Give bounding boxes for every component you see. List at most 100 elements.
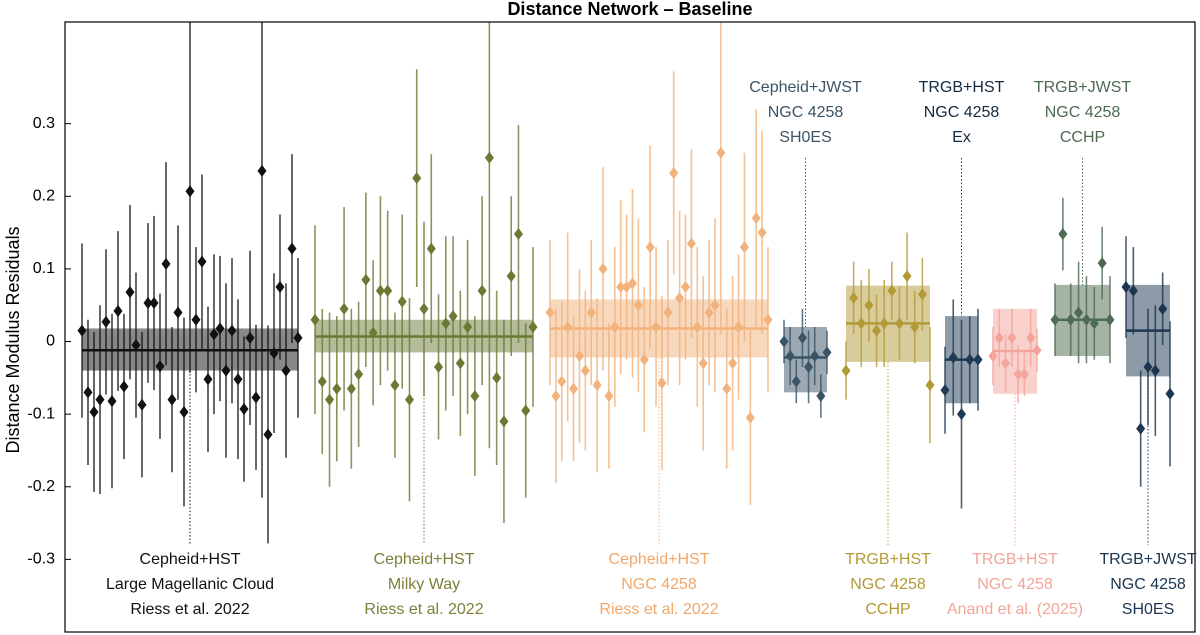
data-point <box>879 317 889 330</box>
group-label: NGC 4258 <box>1045 104 1121 121</box>
data-point <box>551 389 561 402</box>
data-point <box>698 357 708 370</box>
data-point <box>131 339 141 352</box>
group-label: TRGB+HST <box>972 551 1058 568</box>
data-point <box>434 360 444 373</box>
group-label: Anand et al. (2025) <box>947 601 1083 618</box>
data-point <box>77 324 87 337</box>
data-point <box>455 357 465 370</box>
group-label: Cepheid+JWST <box>749 79 862 96</box>
y-axis-label: Distance Modulus Residuals <box>3 226 23 453</box>
data-point <box>973 353 983 366</box>
group-label: Large Magellanic Cloud <box>106 576 274 593</box>
data-point <box>1019 368 1029 381</box>
data-point <box>663 306 673 319</box>
group-label: Cepheid+HST <box>609 551 710 568</box>
data-point <box>227 324 237 337</box>
data-point <box>332 382 342 395</box>
data-point <box>604 389 614 402</box>
data-point <box>856 317 866 330</box>
data-point <box>1074 306 1084 319</box>
data-point <box>1081 313 1091 326</box>
data-point <box>197 255 207 268</box>
data-point <box>917 288 927 301</box>
data-point <box>1143 360 1153 373</box>
data-point <box>281 364 291 377</box>
data-point <box>1158 302 1168 315</box>
data-point <box>1001 357 1011 370</box>
group-label: CCHP <box>1060 129 1105 146</box>
data-point <box>521 404 531 417</box>
data-point <box>419 302 429 315</box>
data-point <box>569 382 579 395</box>
data-point <box>441 317 451 330</box>
data-point <box>681 281 691 294</box>
data-point <box>988 350 998 363</box>
y-tick-label: -0.1 <box>27 405 55 422</box>
data-point <box>1136 422 1146 435</box>
data-point <box>633 299 643 312</box>
data-point <box>448 310 458 323</box>
data-point <box>651 321 661 333</box>
data-point <box>864 299 874 312</box>
data-point <box>269 347 279 360</box>
data-point <box>1097 257 1107 270</box>
data-point <box>506 270 516 283</box>
data-point <box>251 391 261 404</box>
data-point <box>574 350 584 363</box>
data-point <box>940 384 950 397</box>
data-point <box>317 375 327 388</box>
group-label: Cepheid+HST <box>374 551 475 568</box>
data-point <box>902 270 912 283</box>
data-point <box>728 357 738 370</box>
data-point <box>1165 387 1175 400</box>
data-point <box>293 331 303 344</box>
data-point <box>557 375 567 388</box>
group-label: Riess et al. 2022 <box>599 601 718 618</box>
group-label: TRGB+HST <box>919 79 1005 96</box>
data-point <box>492 371 502 384</box>
data-point <box>1089 317 1099 330</box>
data-point <box>1128 284 1138 297</box>
data-point <box>149 297 159 310</box>
group-label: Riess et al. 2022 <box>364 601 483 618</box>
data-point <box>1121 281 1131 294</box>
group-label: TRGB+JWST <box>1034 79 1132 96</box>
data-point <box>287 242 297 255</box>
data-point <box>239 403 249 416</box>
data-point <box>779 335 789 348</box>
data-point <box>179 405 189 418</box>
group-label: NGC 4258 <box>977 576 1053 593</box>
data-point <box>704 306 714 319</box>
group-label: TRGB+JWST <box>1099 551 1197 568</box>
data-point <box>822 346 832 359</box>
data-point <box>1105 313 1115 326</box>
data-point <box>412 172 422 185</box>
data-point <box>1066 313 1076 326</box>
data-point <box>841 364 851 377</box>
group-label: NGC 4258 <box>1110 576 1186 593</box>
group-label: Riess et al. 2022 <box>130 601 249 618</box>
data-point <box>89 405 99 418</box>
data-point <box>745 411 755 424</box>
data-point <box>528 321 538 333</box>
data-point <box>101 315 111 328</box>
data-point <box>463 321 473 333</box>
data-point <box>404 393 414 406</box>
data-point <box>722 382 732 395</box>
data-point <box>657 376 667 389</box>
data-point <box>1150 364 1160 377</box>
data-point <box>191 313 201 326</box>
data-point <box>751 212 761 225</box>
data-point <box>203 373 213 386</box>
data-point <box>477 284 487 297</box>
data-point <box>95 393 105 406</box>
plot-frame <box>64 21 1196 633</box>
data-point <box>816 389 826 402</box>
data-point <box>113 305 123 318</box>
group-label: NGC 4258 <box>768 104 844 121</box>
data-point <box>375 284 385 297</box>
data-point <box>470 389 480 402</box>
data-point <box>580 364 590 377</box>
